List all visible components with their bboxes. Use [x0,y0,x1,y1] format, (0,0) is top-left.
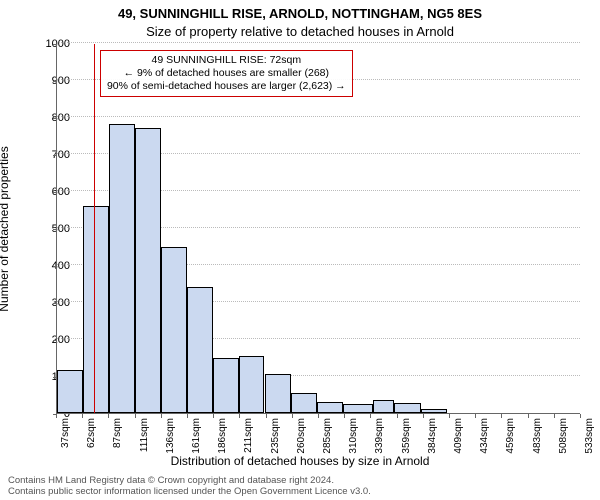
property-marker-line [94,44,95,413]
info-box: 49 SUNNINGHILL RISE: 72sqm ← 9% of detac… [100,50,353,97]
x-tick-mark [318,414,319,418]
x-tick-label: 285sqm [322,418,333,454]
x-tick-label: 384sqm [427,418,438,454]
x-tick-mark [82,414,83,418]
histogram-bar [161,247,187,414]
x-tick-mark [528,414,529,418]
x-tick-mark [161,414,162,418]
chart-container: 49, SUNNINGHILL RISE, ARNOLD, NOTTINGHAM… [0,0,600,500]
x-tick-mark [292,414,293,418]
histogram-bar [343,404,373,413]
chart-subtitle: Size of property relative to detached ho… [0,24,600,39]
x-tick-label: 508sqm [558,418,569,454]
x-tick-mark [501,414,502,418]
histogram-bar [239,356,264,413]
histogram-bar [135,128,161,413]
gridline [57,42,580,43]
info-line-smaller: ← 9% of detached houses are smaller (268… [107,67,346,80]
x-tick-label: 87sqm [112,418,123,448]
x-tick-mark [187,414,188,418]
x-tick-label: 235sqm [270,418,281,454]
histogram-bar [373,400,394,413]
x-tick-label: 161sqm [191,418,202,454]
histogram-bar [265,374,291,413]
x-tick-label: 62sqm [86,418,97,448]
x-tick-mark [239,414,240,418]
chart-title-address: 49, SUNNINGHILL RISE, ARNOLD, NOTTINGHAM… [0,6,600,21]
x-tick-label: 359sqm [401,418,412,454]
footer-attribution: Contains HM Land Registry data © Crown c… [8,476,371,498]
info-line-larger: 90% of semi-detached houses are larger (… [107,80,346,93]
x-tick-label: 136sqm [165,418,176,454]
histogram-bar [394,403,420,413]
x-tick-label: 310sqm [348,418,359,454]
x-tick-mark [213,414,214,418]
x-tick-mark [266,414,267,418]
x-tick-mark [475,414,476,418]
x-tick-label: 211sqm [243,418,254,453]
x-tick-label: 533sqm [584,418,595,454]
histogram-bar [57,370,83,413]
x-tick-mark [397,414,398,418]
x-tick-label: 409sqm [453,418,464,454]
histogram-bar [187,287,213,413]
x-tick-label: 434sqm [479,418,490,454]
x-tick-mark [344,414,345,418]
x-tick-mark [554,414,555,418]
x-tick-label: 459sqm [505,418,516,454]
info-line-property: 49 SUNNINGHILL RISE: 72sqm [107,54,346,67]
y-axis-label: Number of detached properties [0,146,11,311]
x-tick-mark [449,414,450,418]
histogram-bar [83,206,109,413]
x-tick-mark [580,414,581,418]
x-tick-label: 186sqm [217,418,228,454]
gridline [57,116,580,117]
x-tick-mark [108,414,109,418]
plot-area: 49 SUNNINGHILL RISE: 72sqm ← 9% of detac… [56,44,580,414]
x-tick-label: 111sqm [139,418,150,452]
x-tick-mark [423,414,424,418]
histogram-bar [109,124,134,413]
x-tick-label: 483sqm [532,418,543,454]
histogram-bar [317,402,343,413]
footer-line-2: Contains public sector information licen… [8,487,371,498]
x-tick-label: 260sqm [296,418,307,454]
histogram-bar [291,393,317,413]
x-tick-mark [135,414,136,418]
x-tick-label: 37sqm [60,418,71,448]
x-tick-label: 339sqm [374,418,385,454]
x-tick-mark [370,414,371,418]
x-axis-label: Distribution of detached houses by size … [0,454,600,468]
histogram-bar [213,358,239,414]
x-tick-mark [56,414,57,418]
histogram-bar [421,409,447,413]
